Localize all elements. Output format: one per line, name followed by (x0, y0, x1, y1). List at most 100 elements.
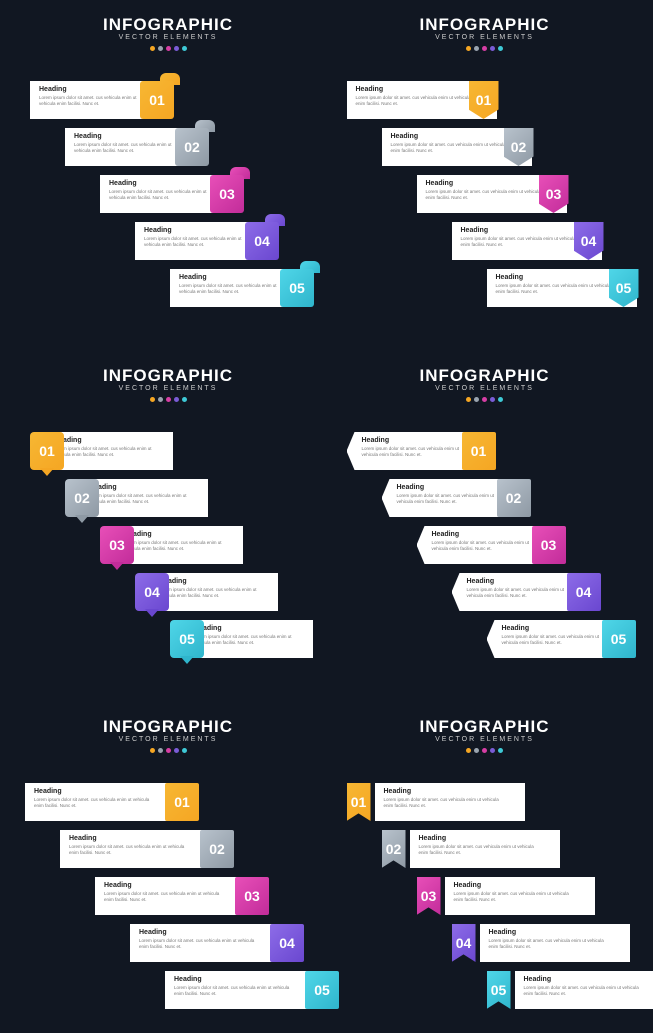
list-item: 01 Heading Lorem ipsum dolor sit amet. c… (327, 783, 643, 828)
item-card: Heading Lorem ipsum dolor sit amet. cus … (115, 526, 243, 564)
item-card: Heading Lorem ipsum dolor sit amet. cus … (30, 81, 158, 119)
dot (466, 46, 471, 51)
subtitle: VECTOR ELEMENTS (10, 385, 326, 392)
list-item: 04 Heading Lorem ipsum dolor sit amet. c… (327, 924, 643, 969)
item-body: Lorem ipsum dolor sit amet. cus vehicula… (69, 844, 189, 856)
item-heading: Heading (384, 788, 516, 795)
title: INFOGRAPHIC (10, 717, 326, 737)
item-body: Lorem ipsum dolor sit amet. cus vehicula… (496, 283, 616, 295)
accent-dots (327, 397, 643, 402)
item-body: Lorem ipsum dolor sit amet. cus vehicula… (356, 95, 476, 107)
item-body: Lorem ipsum dolor sit amet. cus vehicula… (34, 797, 154, 809)
number-badge: 02 (382, 830, 406, 868)
number-badge: 01 (165, 783, 199, 821)
number-badge: 02 (200, 830, 234, 868)
item-card: Heading Lorem ipsum dolor sit amet. cus … (65, 128, 193, 166)
item-body: Lorem ipsum dolor sit amet. cus vehicula… (144, 236, 254, 248)
number-badge: 02 (175, 128, 209, 166)
item-card: Heading Lorem ipsum dolor sit amet. cus … (80, 479, 208, 517)
panel-grid: INFOGRAPHIC VECTOR ELEMENTS Heading Lore… (10, 15, 643, 1018)
dot (466, 748, 471, 753)
item-body: Lorem ipsum dolor sit amet. cus vehicula… (89, 493, 199, 505)
item-heading: Heading (179, 274, 289, 281)
subtitle: VECTOR ELEMENTS (327, 34, 643, 41)
list-item: Heading Lorem ipsum dolor sit amet. cus … (10, 620, 326, 665)
item-heading: Heading (426, 180, 558, 187)
list-item: Heading Lorem ipsum dolor sit amet. cus … (327, 128, 643, 173)
dot (498, 46, 503, 51)
list-item: Heading Lorem ipsum dolor sit amet. cus … (327, 432, 643, 477)
items-list: Heading Lorem ipsum dolor sit amet. cus … (327, 432, 643, 665)
dot (182, 748, 187, 753)
list-item: Heading Lorem ipsum dolor sit amet. cus … (327, 175, 643, 220)
item-body: Lorem ipsum dolor sit amet. cus vehicula… (109, 189, 219, 201)
dot (490, 748, 495, 753)
item-body: Lorem ipsum dolor sit amet. cus vehicula… (397, 493, 501, 505)
title: INFOGRAPHIC (327, 15, 643, 35)
item-heading: Heading (139, 929, 271, 936)
item-body: Lorem ipsum dolor sit amet. cus vehicula… (524, 985, 644, 997)
panel-1: INFOGRAPHIC VECTOR ELEMENTS Heading Lore… (10, 15, 326, 316)
list-item: Heading Lorem ipsum dolor sit amet. cus … (327, 81, 643, 126)
item-body: Lorem ipsum dolor sit amet. cus vehicula… (54, 446, 164, 458)
number-badge: 03 (210, 175, 244, 213)
item-heading: Heading (124, 531, 234, 538)
item-heading: Heading (89, 484, 199, 491)
item-card: Heading Lorem ipsum dolor sit amet. cus … (452, 573, 580, 611)
dot (174, 397, 179, 402)
list-item: Heading Lorem ipsum dolor sit amet. cus … (10, 432, 326, 477)
speech-tail (75, 515, 89, 523)
list-item: Heading Lorem ipsum dolor sit amet. cus … (327, 526, 643, 571)
item-card: Heading Lorem ipsum dolor sit amet. cus … (382, 479, 510, 517)
dot (174, 46, 179, 51)
item-heading: Heading (489, 929, 621, 936)
list-item: Heading Lorem ipsum dolor sit amet. cus … (327, 269, 643, 314)
item-heading: Heading (34, 788, 166, 795)
number-badge: 03 (100, 526, 134, 564)
item-heading: Heading (144, 227, 254, 234)
dot (498, 397, 503, 402)
item-body: Lorem ipsum dolor sit amet. cus vehicula… (104, 891, 224, 903)
dot (490, 397, 495, 402)
item-heading: Heading (194, 625, 304, 632)
list-item: Heading Lorem ipsum dolor sit amet. cus … (10, 783, 326, 828)
number-badge: 01 (462, 432, 496, 470)
item-card: Heading Lorem ipsum dolor sit amet. cus … (150, 573, 278, 611)
items-list: 01 Heading Lorem ipsum dolor sit amet. c… (327, 783, 643, 1016)
item-body: Lorem ipsum dolor sit amet. cus vehicula… (179, 283, 289, 295)
speech-tail (180, 656, 194, 664)
item-card: Heading Lorem ipsum dolor sit amet. cus … (185, 620, 313, 658)
item-card: Heading Lorem ipsum dolor sit amet. cus … (60, 830, 210, 868)
dot (150, 46, 155, 51)
list-item: Heading Lorem ipsum dolor sit amet. cus … (327, 479, 643, 524)
panel-4: INFOGRAPHIC VECTOR ELEMENTS Heading Lore… (327, 366, 643, 667)
item-heading: Heading (69, 835, 201, 842)
number-badge: 01 (140, 81, 174, 119)
list-item: 03 Heading Lorem ipsum dolor sit amet. c… (327, 877, 643, 922)
number-badge: 01 (347, 783, 371, 821)
item-body: Lorem ipsum dolor sit amet. cus vehicula… (454, 891, 574, 903)
panel-2: INFOGRAPHIC VECTOR ELEMENTS Heading Lore… (327, 15, 643, 316)
list-item: Heading Lorem ipsum dolor sit amet. cus … (10, 924, 326, 969)
accent-dots (327, 46, 643, 51)
list-item: Heading Lorem ipsum dolor sit amet. cus … (10, 526, 326, 571)
panel-header: INFOGRAPHIC VECTOR ELEMENTS (327, 15, 643, 51)
dot (158, 748, 163, 753)
item-heading: Heading (391, 133, 523, 140)
items-list: Heading Lorem ipsum dolor sit amet. cus … (327, 81, 643, 314)
dot (474, 397, 479, 402)
number-badge: 05 (487, 971, 511, 1009)
item-card: Heading Lorem ipsum dolor sit amet. cus … (375, 783, 525, 821)
item-card: Heading Lorem ipsum dolor sit amet. cus … (480, 924, 630, 962)
item-body: Lorem ipsum dolor sit amet. cus vehicula… (74, 142, 184, 154)
accent-dots (10, 748, 326, 753)
item-heading: Heading (104, 882, 236, 889)
item-body: Lorem ipsum dolor sit amet. cus vehicula… (124, 540, 234, 552)
item-heading: Heading (39, 86, 149, 93)
panel-header: INFOGRAPHIC VECTOR ELEMENTS (10, 366, 326, 402)
item-card: Heading Lorem ipsum dolor sit amet. cus … (135, 222, 263, 260)
list-item: Heading Lorem ipsum dolor sit amet. cus … (10, 269, 326, 314)
dot (166, 46, 171, 51)
item-heading: Heading (54, 437, 164, 444)
dot (166, 748, 171, 753)
